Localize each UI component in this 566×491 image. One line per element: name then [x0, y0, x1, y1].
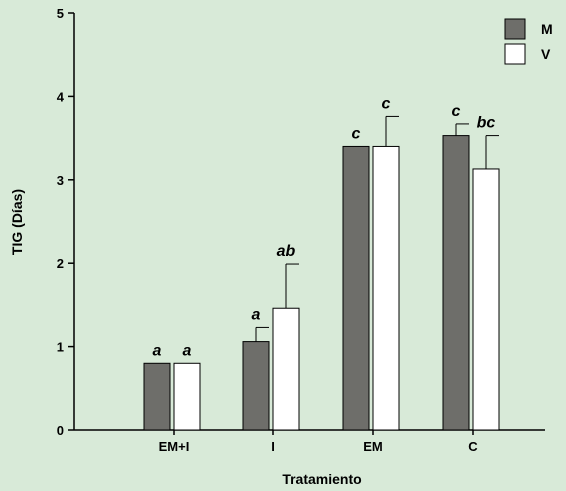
legend-label-v: V [541, 46, 551, 62]
legend-label-m: M [541, 21, 553, 37]
y-tick-label: 0 [57, 423, 64, 438]
significance-label: c [352, 125, 361, 142]
bar-m-1 [242, 341, 270, 431]
significance-label: a [252, 306, 261, 323]
bar-v-1 [272, 307, 300, 431]
bar-v-2 [372, 145, 400, 431]
significance-label: c [382, 95, 391, 112]
bar-v-3 [472, 168, 500, 431]
bar-m-3 [442, 135, 470, 431]
legend: MV [504, 18, 553, 65]
y-tick-label: 5 [57, 6, 64, 21]
bar-v-0 [173, 362, 201, 431]
x-tick-label: EM [363, 439, 383, 454]
significance-label: a [183, 342, 192, 359]
legend-swatch-v [504, 43, 526, 65]
x-tick-label: C [468, 439, 478, 454]
x-axis-label: Tratamiento [282, 471, 361, 487]
bar-m-0 [143, 362, 171, 431]
significance-label: ab [277, 243, 296, 260]
y-tick-label: 1 [57, 340, 64, 355]
legend-swatch-m [504, 18, 526, 40]
y-tick-label: 2 [57, 256, 64, 271]
significance-label: bc [477, 115, 496, 132]
bar-m-2 [342, 145, 370, 431]
significance-label: a [153, 342, 162, 359]
y-axis-label: TIG (Días) [9, 189, 25, 255]
significance-label: c [452, 103, 461, 120]
y-tick-label: 4 [57, 89, 65, 104]
x-tick-label: I [271, 439, 275, 454]
x-tick-label: EM+I [159, 439, 190, 454]
y-tick-label: 3 [57, 173, 64, 188]
axes: 0 1 2 3 4 5 EM+I I EM C [57, 6, 545, 454]
